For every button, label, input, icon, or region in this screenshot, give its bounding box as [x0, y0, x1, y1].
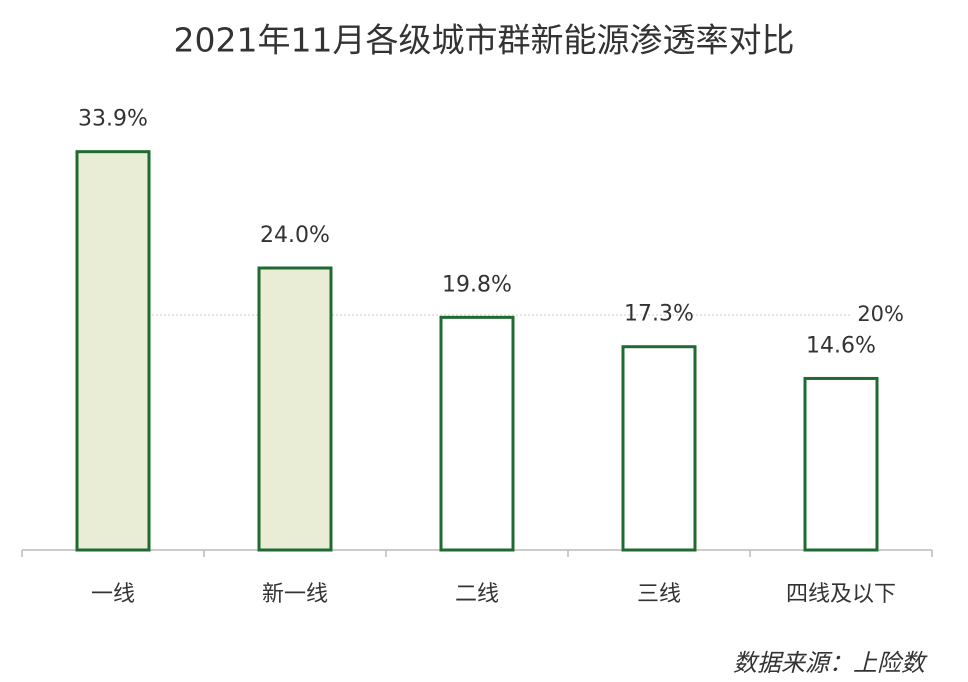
bar: [75, 150, 151, 552]
x-tick-label: 二线: [455, 582, 499, 607]
x-tick-label: 三线: [637, 582, 681, 607]
bar: [803, 376, 879, 552]
x-tick-label: 四线及以下: [786, 582, 896, 607]
bar: [621, 345, 697, 552]
value-label: 24.0%: [260, 223, 330, 248]
chart-title: 2021年11月各级城市群新能源渗透率对比: [174, 21, 795, 60]
x-tick-label: 新一线: [262, 582, 328, 607]
value-label: 17.3%: [624, 302, 694, 327]
value-label: 19.8%: [442, 272, 512, 297]
reference-label: 20%: [857, 302, 904, 326]
bar: [257, 266, 333, 552]
x-tick-label: 一线: [91, 582, 135, 607]
bar: [439, 315, 515, 552]
value-label: 33.9%: [78, 107, 148, 132]
value-label: 14.6%: [806, 333, 876, 358]
source-note: 数据来源：上险数: [733, 649, 928, 677]
